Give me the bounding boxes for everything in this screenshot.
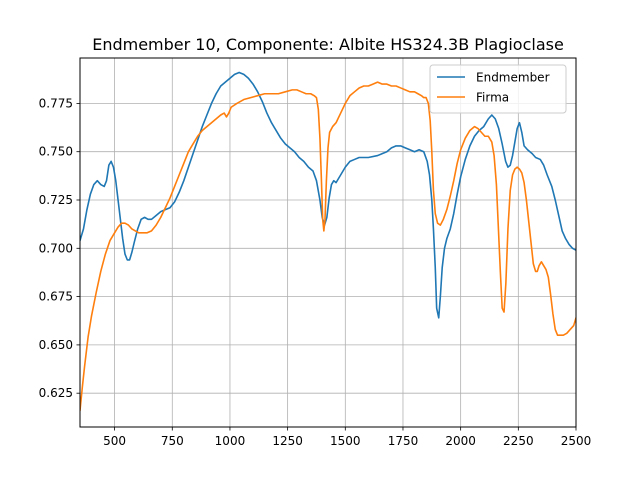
x-tick-label: 2000	[445, 434, 476, 448]
legend-label: Endmember	[476, 71, 550, 85]
legend: Endmember Firma	[429, 64, 567, 114]
series-lines	[80, 71, 576, 412]
chart-title: Endmember 10, Componente: Albite HS324.3…	[92, 35, 564, 54]
y-tick-label: 0.775	[39, 96, 73, 110]
y-tick-label: 0.725	[39, 193, 73, 207]
x-tick-label: 1750	[388, 434, 419, 448]
x-tick-label: 1500	[330, 434, 361, 448]
x-tick-label: 750	[161, 434, 184, 448]
x-tick-label: 500	[103, 434, 126, 448]
x-tick-label: 2250	[503, 434, 534, 448]
y-tick-label: 0.650	[39, 338, 73, 352]
legend-label: Firma	[476, 91, 509, 105]
y-tick-label: 0.625	[39, 386, 73, 400]
plot-frame	[79, 57, 577, 428]
plot-area	[80, 58, 576, 427]
y-tick-label: 0.750	[39, 145, 73, 159]
x-tick-label: 2500	[561, 434, 592, 448]
y-tick-label: 0.675	[39, 290, 73, 304]
y-axis: 0.625 0.650 0.675 0.700 0.725 0.750 0.775	[39, 96, 80, 400]
series-line-endmember	[80, 71, 576, 319]
x-tick-label: 1000	[215, 434, 246, 448]
x-axis: 500 750 1000 1250 1500 1750 2000 2250 2500	[103, 427, 591, 448]
y-tick-label: 0.700	[39, 241, 73, 255]
x-tick-label: 1250	[272, 434, 303, 448]
series-line-firma	[80, 81, 576, 412]
